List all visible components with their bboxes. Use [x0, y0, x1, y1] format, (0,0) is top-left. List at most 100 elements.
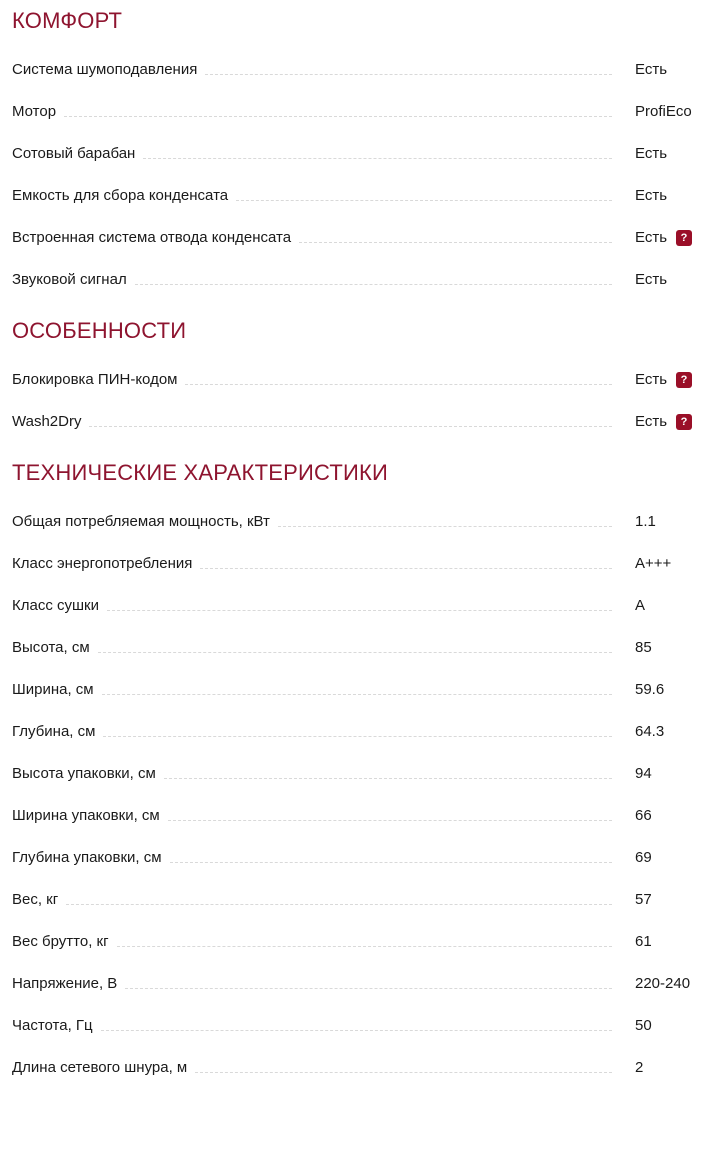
dotted-leader	[103, 736, 612, 737]
spec-label: Класс сушки	[12, 597, 99, 614]
dotted-leader	[143, 158, 612, 159]
spec-row: Мотор ProfiEco	[12, 104, 695, 120]
spec-label: Вес, кг	[12, 891, 59, 908]
spec-value-text: A	[635, 597, 646, 614]
spec-value-text: Есть	[635, 371, 668, 388]
spec-value: Есть ?	[635, 372, 695, 388]
spec-value: ProfiEco	[635, 104, 695, 120]
spec-value: Есть	[635, 188, 695, 204]
spec-value-text: Есть	[635, 271, 668, 288]
spec-label: Вес брутто, кг	[12, 933, 109, 950]
spec-value: 66	[635, 808, 695, 824]
spec-value-text: 50	[635, 1017, 652, 1034]
spec-label: Высота упаковки, см	[12, 765, 156, 782]
spec-value: 2	[635, 1060, 695, 1076]
spec-value: 50	[635, 1018, 695, 1034]
dotted-leader	[185, 384, 612, 385]
dotted-leader	[106, 610, 612, 611]
spec-row: Класс энергопотребления A+++	[12, 556, 695, 572]
spec-label: Частота, Гц	[12, 1017, 93, 1034]
dotted-leader	[125, 988, 612, 989]
spec-rows: Система шумоподавления Есть Мотор ProfiE…	[12, 62, 695, 288]
spec-value: A	[635, 598, 695, 614]
spec-value-text: Есть	[635, 145, 668, 162]
dotted-leader	[134, 284, 612, 285]
spec-label: Ширина, см	[12, 681, 94, 698]
spec-label: Мотор	[12, 103, 57, 120]
section-title: КОМФОРТ	[12, 8, 123, 33]
dotted-leader	[97, 652, 612, 653]
spec-value-text: 64.3	[635, 723, 665, 740]
spec-value: Есть	[635, 146, 695, 162]
spec-value-text: 85	[635, 639, 652, 656]
dotted-leader	[195, 1072, 612, 1073]
spec-label: Ширина упаковки, см	[12, 807, 160, 824]
spec-row: Напряжение, В 220-240	[12, 976, 695, 992]
spec-value: 59.6	[635, 682, 695, 698]
dotted-leader	[236, 200, 612, 201]
spec-value: A+++	[635, 556, 695, 572]
spec-row: Класс сушки A	[12, 598, 695, 614]
dotted-leader	[116, 946, 612, 947]
spec-section-0: КОМФОРТ Система шумоподавления Есть Мото…	[12, 8, 695, 288]
spec-section-2: ТЕХНИЧЕСКИЕ ХАРАКТЕРИСТИКИ Общая потребл…	[12, 460, 695, 1076]
spec-row: Wash2Dry Есть ?	[12, 414, 695, 430]
spec-row: Глубина, см 64.3	[12, 724, 695, 740]
spec-row: Ширина, см 59.6	[12, 682, 695, 698]
section-title: ОСОБЕННОСТИ	[12, 318, 187, 343]
spec-value-text: Есть	[635, 187, 668, 204]
spec-value: 94	[635, 766, 695, 782]
spec-sections-container: КОМФОРТ Система шумоподавления Есть Мото…	[12, 8, 695, 1076]
spec-label: Звуковой сигнал	[12, 271, 127, 288]
spec-row: Блокировка ПИН-кодом Есть ?	[12, 372, 695, 388]
spec-label: Общая потребляемая мощность, кВт	[12, 513, 270, 530]
spec-label: Емкость для сбора конденсата	[12, 187, 229, 204]
spec-row: Вес брутто, кг 61	[12, 934, 695, 950]
spec-value: 220-240	[635, 976, 695, 992]
spec-label: Высота, см	[12, 639, 90, 656]
spec-value: 85	[635, 640, 695, 656]
spec-value-text: 2	[635, 1059, 644, 1076]
spec-label: Длина сетевого шнура, м	[12, 1059, 188, 1076]
spec-label: Встроенная система отвода конденсата	[12, 229, 292, 246]
spec-value: Есть	[635, 62, 695, 78]
spec-label: Глубина упаковки, см	[12, 849, 162, 866]
spec-label: Система шумоподавления	[12, 61, 198, 78]
spec-label: Wash2Dry	[12, 413, 82, 430]
spec-value: Есть ?	[635, 414, 695, 430]
spec-value-text: ProfiEco	[635, 103, 692, 120]
spec-label: Глубина, см	[12, 723, 96, 740]
spec-value: 69	[635, 850, 695, 866]
spec-row: Длина сетевого шнура, м 2	[12, 1060, 695, 1076]
product-specs: КОМФОРТ Система шумоподавления Есть Мото…	[12, 8, 695, 1076]
spec-value-text: A+++	[635, 555, 672, 572]
spec-section-1: ОСОБЕННОСТИ Блокировка ПИН-кодом Есть ? …	[12, 318, 695, 430]
spec-row: Емкость для сбора конденсата Есть	[12, 188, 695, 204]
dotted-leader	[66, 904, 612, 905]
spec-value-text: Есть	[635, 61, 668, 78]
spec-value: 57	[635, 892, 695, 908]
spec-value-text: 69	[635, 849, 652, 866]
spec-rows: Общая потребляемая мощность, кВт 1.1 Кла…	[12, 514, 695, 1076]
help-icon[interactable]: ?	[676, 372, 693, 388]
spec-value-text: 94	[635, 765, 652, 782]
spec-value-text: 57	[635, 891, 652, 908]
spec-label: Напряжение, В	[12, 975, 118, 992]
spec-label: Класс энергопотребления	[12, 555, 193, 572]
spec-value-text: 1.1	[635, 513, 656, 530]
spec-label: Сотовый барабан	[12, 145, 136, 162]
spec-value-text: Есть	[635, 413, 668, 430]
spec-value: Есть	[635, 272, 695, 288]
section-title: ТЕХНИЧЕСКИЕ ХАРАКТЕРИСТИКИ	[12, 460, 388, 485]
spec-row: Вес, кг 57	[12, 892, 695, 908]
spec-value: 1.1	[635, 514, 695, 530]
spec-row: Система шумоподавления Есть	[12, 62, 695, 78]
spec-row: Глубина упаковки, см 69	[12, 850, 695, 866]
spec-value-text: 220-240	[635, 975, 691, 992]
dotted-leader	[167, 820, 612, 821]
dotted-leader	[100, 1030, 612, 1031]
help-icon[interactable]: ?	[676, 230, 693, 246]
help-icon[interactable]: ?	[676, 414, 693, 430]
dotted-leader	[277, 526, 612, 527]
dotted-leader	[64, 116, 612, 117]
